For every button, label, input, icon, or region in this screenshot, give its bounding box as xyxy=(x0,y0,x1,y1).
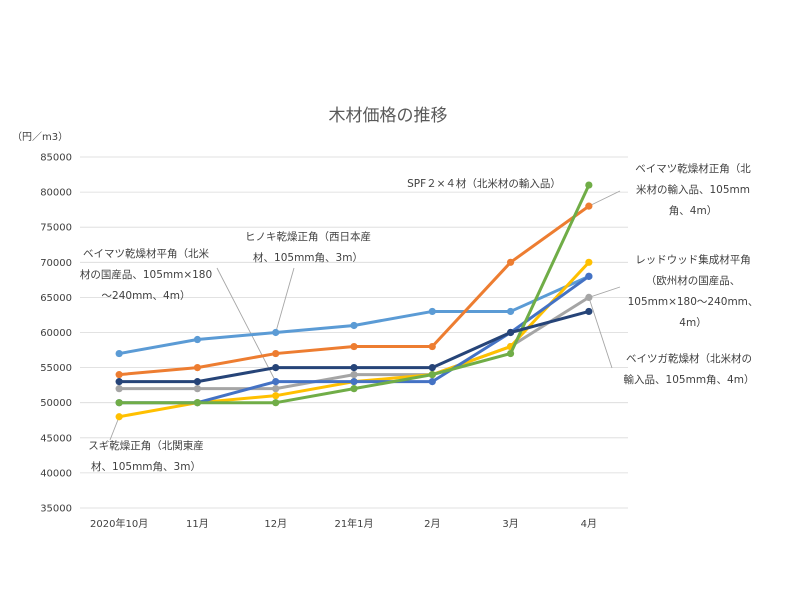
data-point xyxy=(115,371,123,379)
series xyxy=(115,307,593,386)
data-point xyxy=(585,258,593,266)
y-tick-label: 85000 xyxy=(40,153,72,164)
y-axis-unit-label: （円／m3） xyxy=(12,131,68,143)
y-tick-label: 45000 xyxy=(40,433,72,444)
data-point xyxy=(350,342,358,351)
annotation-label: スギ乾燥正角（北関東産材、105mm角、3m） xyxy=(88,439,204,473)
data-point xyxy=(506,258,515,266)
annotation-leader xyxy=(588,286,621,298)
data-point xyxy=(506,307,515,316)
data-point xyxy=(585,272,593,280)
data-point xyxy=(115,413,123,421)
data-point xyxy=(350,364,358,372)
data-point xyxy=(585,307,593,316)
data-point xyxy=(585,293,593,301)
annotation-label: レッドウッド集成材平角（欧州材の国産品、 105mm×180～240mm、 4m） xyxy=(628,253,759,329)
y-tick-label: 80000 xyxy=(40,188,72,199)
annotation-label: ヒノキ乾燥正角（西日本産材、105mm角、3m） xyxy=(245,230,371,264)
data-point xyxy=(193,385,202,393)
data-point xyxy=(193,364,202,372)
x-tick-label: 2月 xyxy=(424,518,440,530)
data-point xyxy=(115,399,123,407)
data-point xyxy=(115,378,123,386)
annotation-label: ベイツガ乾燥材（北米材の輸入品、105mm角、4m） xyxy=(624,352,755,386)
annotation-leader xyxy=(588,190,621,207)
y-tick-label: 50000 xyxy=(40,398,72,409)
data-point xyxy=(272,328,280,337)
x-tick-label: 12月 xyxy=(264,518,287,530)
data-point xyxy=(272,364,280,372)
x-tick-label: 21年1月 xyxy=(334,517,373,530)
series xyxy=(115,202,593,379)
data-point xyxy=(193,399,202,407)
x-tick-label: 2020年10月 xyxy=(90,517,148,530)
data-point xyxy=(193,335,202,344)
data-point xyxy=(428,371,436,379)
series xyxy=(115,181,593,407)
annotation-label: ベイマツ乾燥材平角（北米材の国産品、105mm×180 ～240mm、4m） xyxy=(80,247,212,302)
data-point xyxy=(115,349,123,358)
data-point xyxy=(506,349,515,358)
data-point xyxy=(272,378,280,386)
data-point xyxy=(115,385,123,393)
annotation-label: ベイマツ乾燥材正角（北米材の輸入品、105mm 角、4m） xyxy=(635,162,751,217)
annotation-leader-lines xyxy=(109,190,621,441)
data-point xyxy=(272,399,280,407)
annotation-label: SPF２×４材（北米材の輸入品） xyxy=(407,177,561,190)
data-point xyxy=(350,371,358,379)
annotations: ベイマツ乾燥材正角（北米材の輸入品、105mm 角、4m） SPF２×４材（北米材の… xyxy=(80,162,759,473)
annotation-leader xyxy=(588,297,613,369)
gridlines xyxy=(80,156,628,509)
y-tick-label: 75000 xyxy=(40,223,72,234)
data-point xyxy=(350,378,358,386)
x-tick-label: 4月 xyxy=(581,518,597,530)
x-tick-label: 11月 xyxy=(186,518,209,530)
data-point xyxy=(585,181,593,189)
data-point xyxy=(428,364,436,372)
data-point xyxy=(428,378,436,386)
annotation-leader xyxy=(275,267,295,333)
series-layer xyxy=(115,181,593,421)
data-point xyxy=(350,385,358,393)
data-point xyxy=(272,392,280,400)
y-tick-label: 70000 xyxy=(40,258,72,269)
y-tick-label: 55000 xyxy=(40,363,72,374)
annotation-leader xyxy=(109,416,120,441)
y-tick-label: 40000 xyxy=(40,468,72,479)
data-point xyxy=(193,378,202,386)
annotation-leader xyxy=(216,267,277,382)
y-axis-ticks: 35000 40000 45000 50000 55000 60000 65000 70000… xyxy=(40,153,72,515)
data-point xyxy=(350,321,358,330)
y-tick-label: 35000 xyxy=(40,504,72,515)
data-point xyxy=(428,342,436,351)
y-tick-label: 65000 xyxy=(40,293,72,304)
data-point xyxy=(585,202,593,210)
data-point xyxy=(272,349,280,358)
y-tick-label: 60000 xyxy=(40,328,72,339)
x-tick-label: 3月 xyxy=(502,518,518,530)
data-point xyxy=(428,307,436,316)
x-axis-ticks: 2020年10月 11月 12月 21年1月 2月 3月 4月 xyxy=(90,517,597,530)
data-point xyxy=(272,385,280,393)
chart-title: 木材価格の推移 xyxy=(329,106,448,126)
data-point xyxy=(506,328,515,337)
